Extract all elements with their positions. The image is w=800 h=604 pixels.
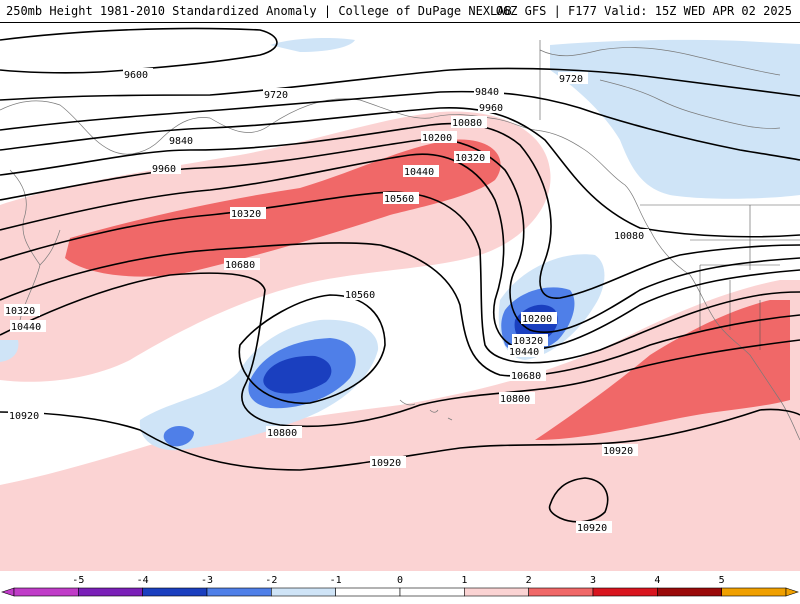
contour-label: 10320 <box>4 304 40 317</box>
contour-label: 10560 <box>383 192 419 205</box>
svg-text:10680: 10680 <box>225 260 255 271</box>
svg-text:10920: 10920 <box>9 411 39 422</box>
colorbar-tick-label: -3 <box>201 575 213 586</box>
contour-label: 9960 <box>478 101 508 114</box>
svg-text:10440: 10440 <box>404 167 434 178</box>
svg-text:10320: 10320 <box>455 153 485 164</box>
colorbar-segment <box>657 587 722 597</box>
colorbar-tick-label: 2 <box>526 575 532 586</box>
colorbar-tick-label: 0 <box>397 575 403 586</box>
colorbar-tick-label: -2 <box>265 575 277 586</box>
contour-label: 10920 <box>370 456 406 469</box>
colorbar-segment <box>78 587 143 597</box>
svg-text:9720: 9720 <box>264 90 288 101</box>
svg-text:9720: 9720 <box>559 74 583 85</box>
svg-text:9960: 9960 <box>152 164 176 175</box>
contour-label: 10200 <box>521 312 557 325</box>
colorbar-segment <box>528 587 594 597</box>
contour-label: 9960 <box>151 162 181 175</box>
colorbar-segment <box>142 587 208 597</box>
svg-text:10320: 10320 <box>5 306 35 317</box>
svg-text:9840: 9840 <box>475 87 499 98</box>
map-header: 250mb Height 1981-2010 Standardized Anom… <box>0 0 800 23</box>
contour-label: 10920 <box>576 521 612 534</box>
svg-text:10920: 10920 <box>603 446 633 457</box>
anomaly-map: 9600 9720 9720 9840 9840 9960 9960 10080… <box>0 22 800 571</box>
colorbar-tick-label: 1 <box>461 575 467 586</box>
svg-text:10800: 10800 <box>500 394 530 405</box>
colorbar-segments <box>1 587 799 597</box>
colorbar-segment <box>206 587 272 597</box>
colorbar-segment <box>399 587 465 597</box>
contour-label: 10320 <box>230 207 266 220</box>
contour-label: 10080 <box>451 116 487 129</box>
colorbar-arrow-right <box>785 587 799 597</box>
contour-label: 10680 <box>224 258 260 271</box>
svg-text:10200: 10200 <box>422 133 452 144</box>
contour-label: 9720 <box>263 88 293 101</box>
colorbar-tick-label: -4 <box>137 575 149 586</box>
contour-labels: 9600 9720 9720 9840 9840 9960 9960 10080… <box>4 68 649 534</box>
colorbar-segment <box>335 587 401 597</box>
colorbar-segment <box>721 587 787 597</box>
contour-label: 10560 <box>344 288 380 301</box>
colorbar-segment <box>464 587 529 597</box>
colorbar-tick-label: 5 <box>719 575 725 586</box>
contour-label: 10920 <box>602 444 638 457</box>
contour-label: 9600 <box>123 68 153 81</box>
colorbar-segment <box>592 587 658 597</box>
colorbar-tick-labels: -5 -4 -3 -2 -1 0 1 2 3 4 5 <box>72 575 724 586</box>
svg-text:9840: 9840 <box>169 136 193 147</box>
height-contours <box>0 27 800 523</box>
svg-text:10680: 10680 <box>511 371 541 382</box>
contour-label: 10440 <box>403 165 439 178</box>
svg-text:9600: 9600 <box>124 70 148 81</box>
colorbar-segment <box>271 587 336 597</box>
contour-label: 10200 <box>421 131 457 144</box>
svg-text:9960: 9960 <box>479 103 503 114</box>
svg-text:10920: 10920 <box>371 458 401 469</box>
contour-label: 10440 <box>10 320 46 333</box>
contour-label: 10800 <box>499 392 535 405</box>
model-run-info: 06Z GFS | F177 Valid: 15Z WED APR 02 202… <box>495 4 792 18</box>
svg-text:10080: 10080 <box>614 231 644 242</box>
contour-label: 10320 <box>512 334 548 347</box>
svg-text:10440: 10440 <box>11 322 41 333</box>
svg-text:10320: 10320 <box>513 336 543 347</box>
contour-label: 10320 <box>454 151 490 164</box>
contour-label: 10680 <box>510 369 546 382</box>
colorbar-tick-label: 4 <box>654 575 660 586</box>
colorbar-tick-label: -5 <box>72 575 84 586</box>
svg-text:10320: 10320 <box>231 209 261 220</box>
svg-text:10440: 10440 <box>509 347 539 358</box>
svg-text:10560: 10560 <box>384 194 414 205</box>
contour-label: 10800 <box>266 426 302 439</box>
colorbar-arrow-left <box>1 587 15 597</box>
contour-label: 10080 <box>613 229 649 242</box>
svg-text:10200: 10200 <box>522 314 552 325</box>
svg-text:10920: 10920 <box>577 523 607 534</box>
contour-label: 10440 <box>508 345 544 358</box>
contour-label: 9720 <box>558 72 588 85</box>
contour-label: 9840 <box>474 85 504 98</box>
svg-text:10800: 10800 <box>267 428 297 439</box>
contour-label: 10920 <box>8 409 44 422</box>
colorbar-tick-label: 3 <box>590 575 596 586</box>
colorbar-segment <box>13 587 79 597</box>
colorbar-legend: -5 -4 -3 -2 -1 0 1 2 3 4 5 <box>0 571 800 600</box>
colorbar-tick-label: -1 <box>330 575 342 586</box>
map-title: 250mb Height 1981-2010 Standardized Anom… <box>6 4 512 18</box>
contour-label: 9840 <box>168 134 198 147</box>
svg-text:10560: 10560 <box>345 290 375 301</box>
positive-anomaly-fill-2 <box>65 139 790 440</box>
svg-text:10080: 10080 <box>452 118 482 129</box>
